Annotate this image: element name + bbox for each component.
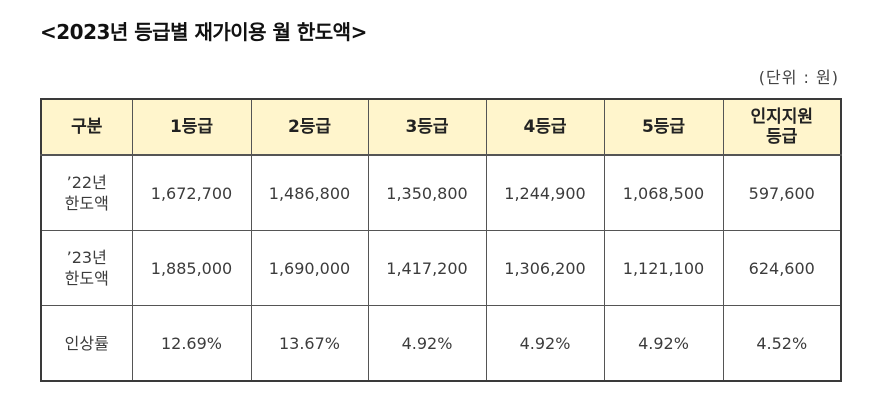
- table-row-2023-limit: ’23년 한도액 1,885,000 1,690,000 1,417,200 1…: [40, 230, 842, 306]
- cell-rate-grade-2: 13.67%: [250, 305, 369, 382]
- cell-2023-grade-4: 1,306,200: [485, 230, 605, 306]
- cell-rate-grade-1: 12.69%: [131, 305, 252, 382]
- cell-rate-grade-4: 4.92%: [485, 305, 605, 382]
- header-grade-5: 5등급: [603, 98, 724, 156]
- cell-2022-grade-3: 1,350,800: [367, 154, 487, 231]
- row-label-2022-limit: ’22년 한도액: [40, 154, 133, 231]
- cell-2022-grade-4: 1,244,900: [485, 154, 605, 231]
- row-label-2023-limit: ’23년 한도액: [40, 230, 133, 306]
- header-row: 구분 1등급 2등급 3등급 4등급 5등급 인지지원 등급: [40, 98, 842, 156]
- cell-2023-grade-1: 1,885,000: [131, 230, 252, 306]
- cell-2023-grade-3: 1,417,200: [367, 230, 487, 306]
- cell-2023-grade-5: 1,121,100: [603, 230, 724, 306]
- header-grade-4: 4등급: [485, 98, 605, 156]
- cell-2022-grade-5: 1,068,500: [603, 154, 724, 231]
- header-category: 구분: [40, 98, 133, 156]
- cell-2023-grade-2: 1,690,000: [250, 230, 369, 306]
- table-row-increase-rate: 인상률 12.69% 13.67% 4.92% 4.92% 4.92% 4.52…: [40, 305, 842, 382]
- cell-rate-grade-5: 4.92%: [603, 305, 724, 382]
- unit-label: (단위 : 원): [758, 68, 839, 87]
- header-cognitive-support-grade: 인지지원 등급: [722, 98, 842, 156]
- document-title: <2023년 등급별 재가이용 월 한도액>: [40, 20, 367, 44]
- monthly-limit-table: 구분 1등급 2등급 3등급 4등급 5등급 인지지원 등급 ’22년 한도액 …: [40, 98, 842, 382]
- header-grade-3: 3등급: [367, 98, 487, 156]
- table-row-2022-limit: ’22년 한도액 1,672,700 1,486,800 1,350,800 1…: [40, 154, 842, 231]
- header-grade-1: 1등급: [131, 98, 252, 156]
- cell-rate-grade-3: 4.92%: [367, 305, 487, 382]
- cell-2022-grade-2: 1,486,800: [250, 154, 369, 231]
- cell-rate-cognitive: 4.52%: [722, 305, 842, 382]
- cell-2022-cognitive: 597,600: [722, 154, 842, 231]
- row-label-increase-rate: 인상률: [40, 305, 133, 382]
- header-grade-2: 2등급: [250, 98, 369, 156]
- cell-2022-grade-1: 1,672,700: [131, 154, 252, 231]
- cell-2023-cognitive: 624,600: [722, 230, 842, 306]
